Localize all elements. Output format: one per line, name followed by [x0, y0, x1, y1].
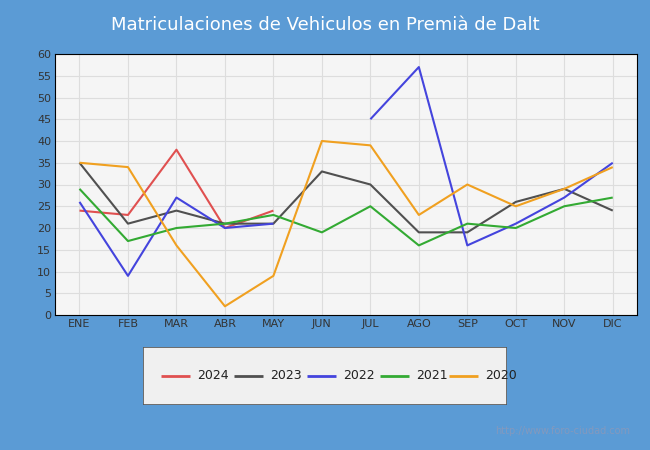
Text: 2022: 2022 — [343, 369, 375, 382]
Text: 2021: 2021 — [416, 369, 448, 382]
Text: Matriculaciones de Vehiculos en Premià de Dalt: Matriculaciones de Vehiculos en Premià d… — [111, 16, 540, 34]
Text: 2020: 2020 — [485, 369, 517, 382]
Text: 2023: 2023 — [270, 369, 302, 382]
Text: http://www.foro-ciudad.com: http://www.foro-ciudad.com — [495, 427, 630, 436]
Text: 2024: 2024 — [198, 369, 229, 382]
